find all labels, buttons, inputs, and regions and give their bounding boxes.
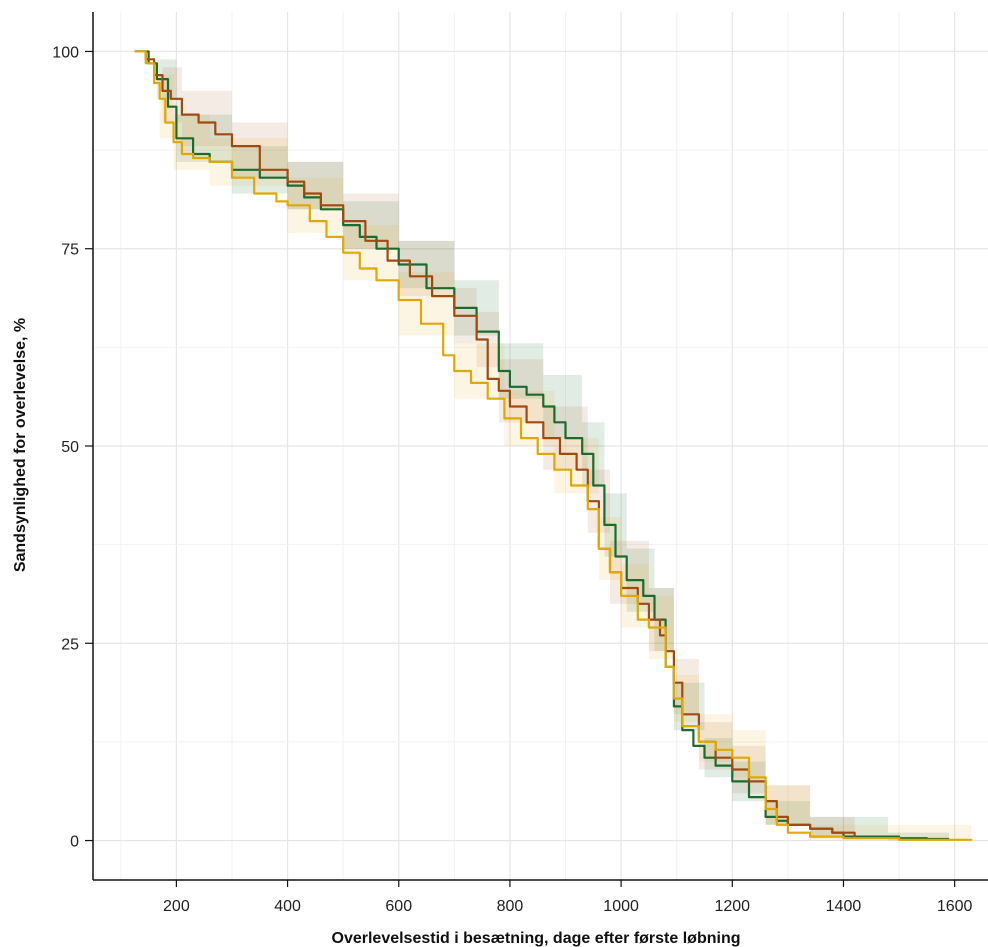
x-tick-label: 200 <box>163 898 190 915</box>
x-tick-label: 1400 <box>826 898 862 915</box>
x-tick-label: 600 <box>385 898 412 915</box>
grid-lines <box>93 12 988 880</box>
x-axis-title: Overlevelsestid i besætning, dage efter … <box>332 930 741 947</box>
x-tick-label: 1000 <box>603 898 639 915</box>
y-tick-label: 50 <box>61 439 79 456</box>
x-tick-label: 1600 <box>937 898 973 915</box>
survival-curves <box>134 50 973 841</box>
survival-line <box>134 50 950 841</box>
y-tick-label: 75 <box>61 242 79 259</box>
survival-line <box>134 50 973 841</box>
y-tick-label: 100 <box>52 44 79 61</box>
x-tick-label: 400 <box>274 898 301 915</box>
survival-line <box>134 50 856 839</box>
y-tick-label: 25 <box>61 636 79 653</box>
y-tick-label: 0 <box>70 834 79 851</box>
x-tick-label: 1200 <box>714 898 750 915</box>
y-axis-title: Sandsynlighed for overlevelse, % <box>12 318 29 572</box>
confidence-band <box>134 51 855 841</box>
axis-ticks: 200 400 600 800 1000 1200 1400 1600 0 25 50 75 100 <box>52 44 972 915</box>
x-tick-label: 800 <box>497 898 524 915</box>
